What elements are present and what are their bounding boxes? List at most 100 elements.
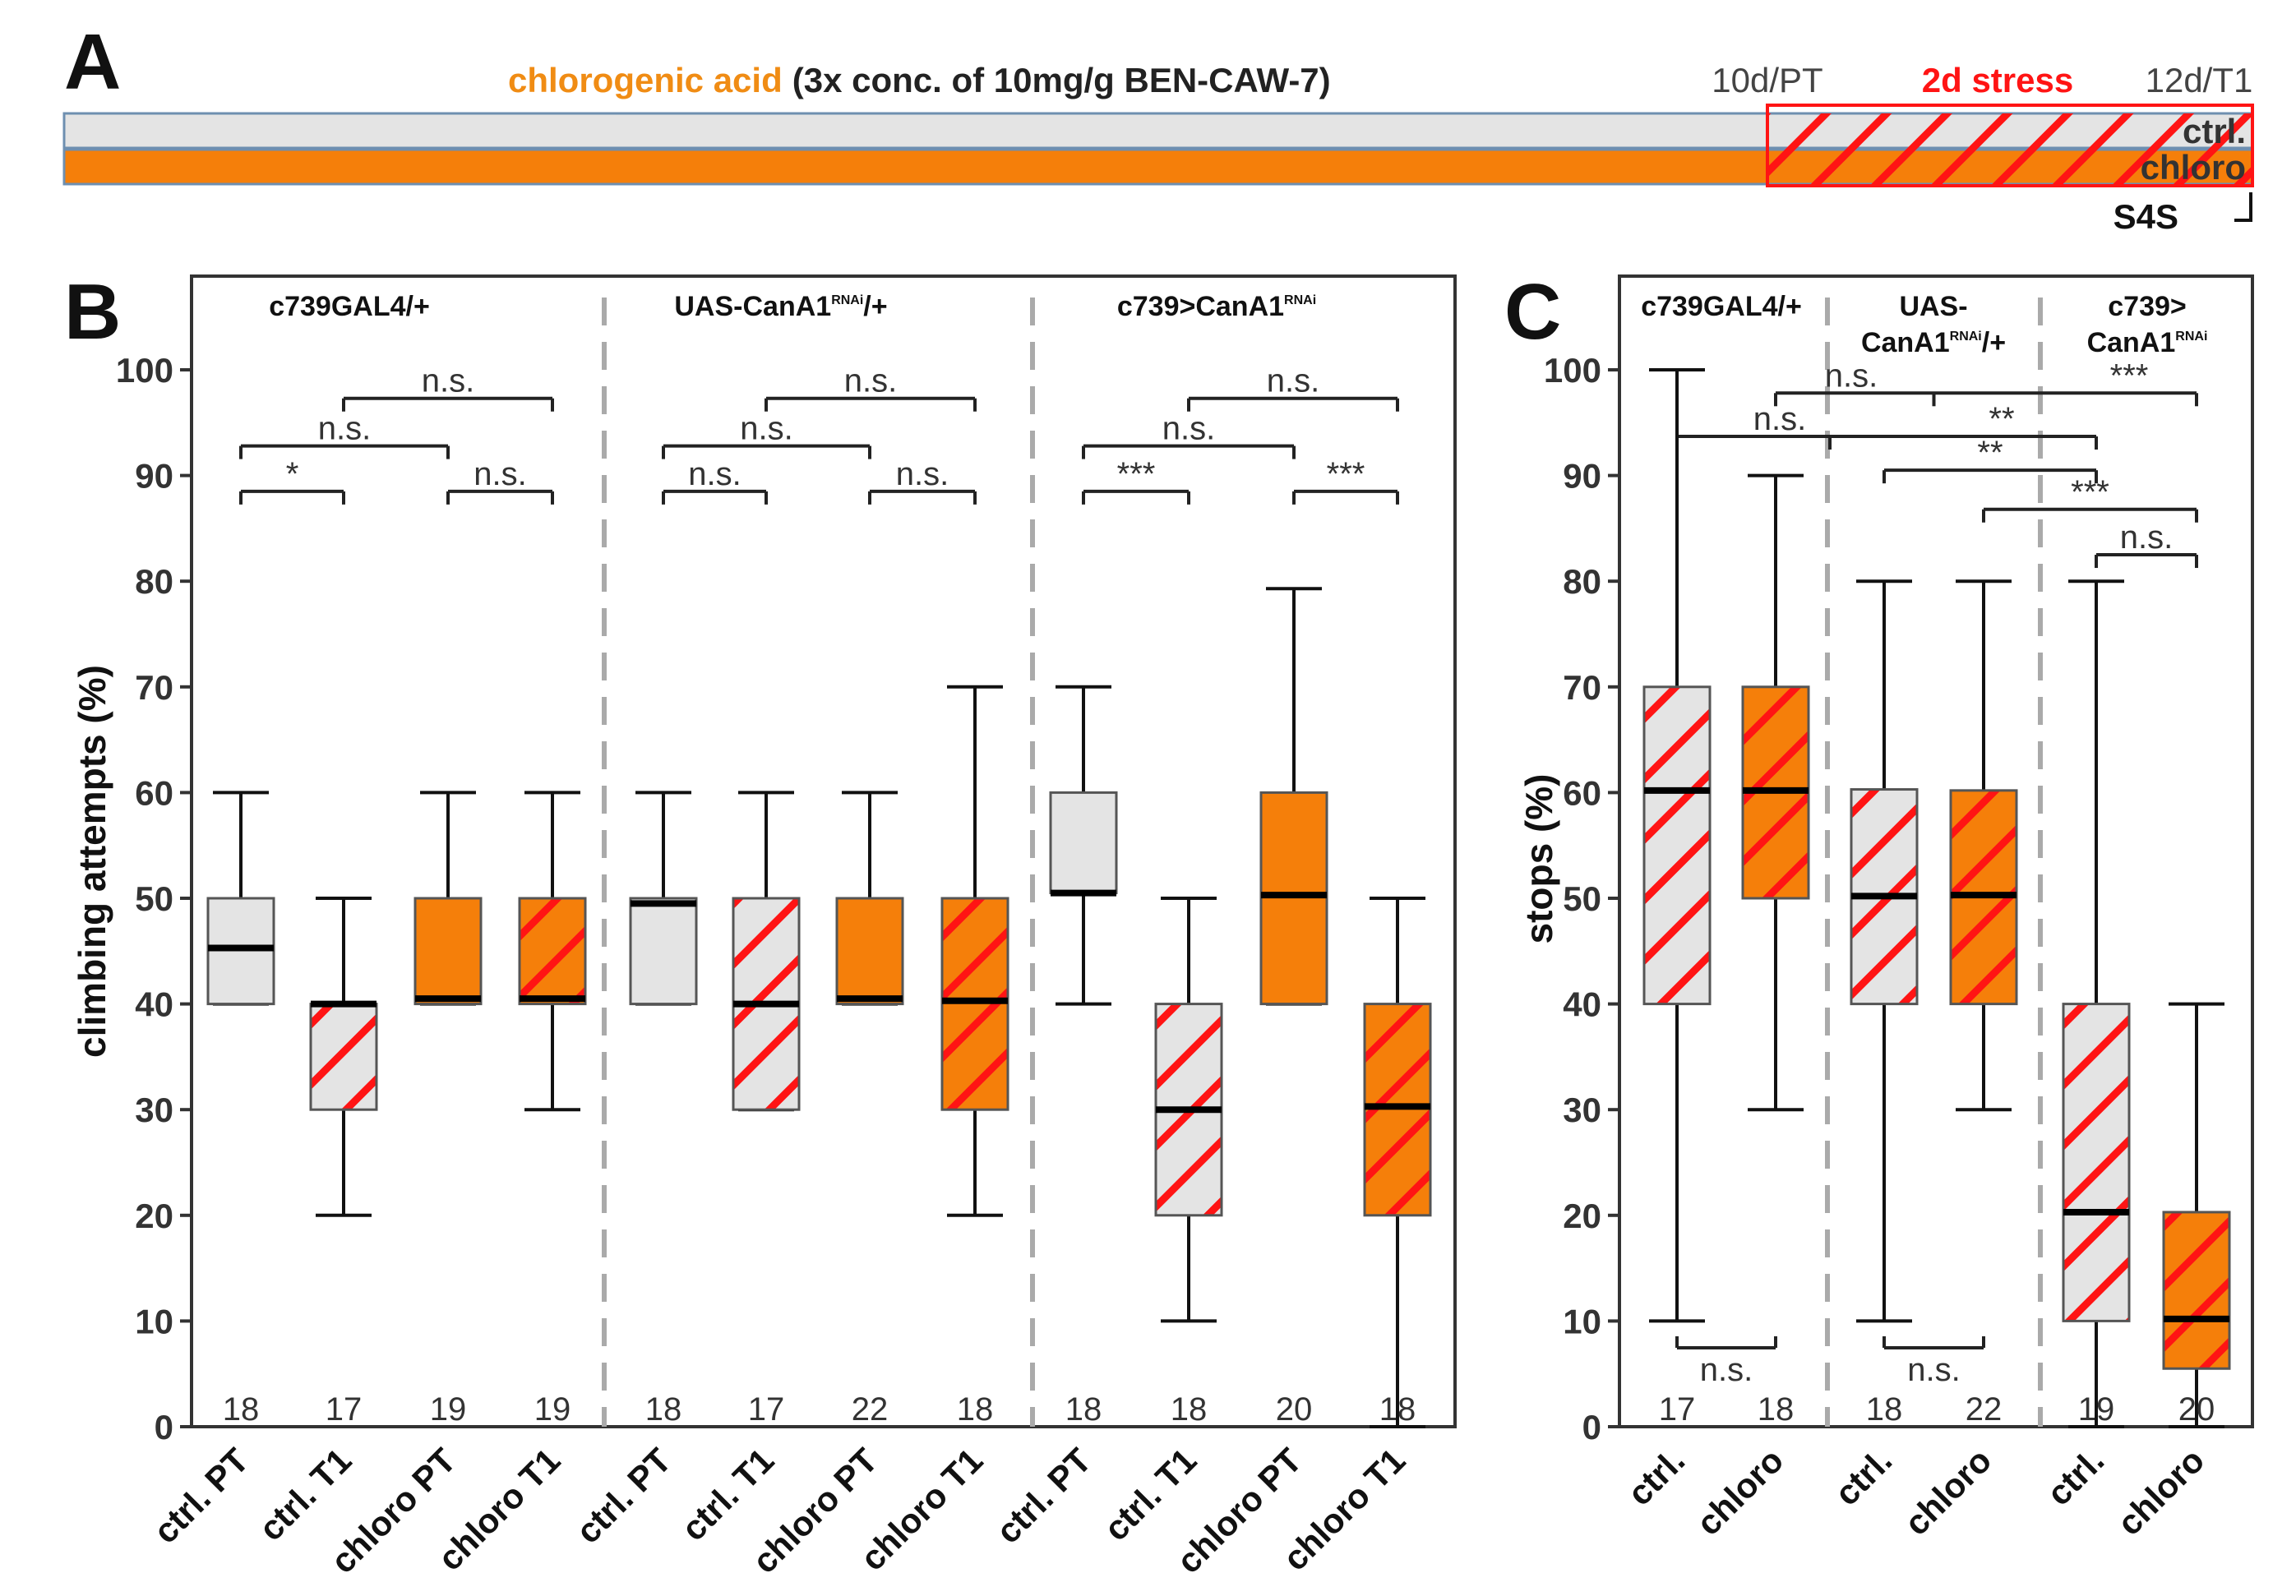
sample-size-label: 17 xyxy=(326,1391,363,1428)
timeline-ctrl-label: ctrl. xyxy=(2183,112,2246,150)
sample-size-label: 18 xyxy=(1866,1391,1903,1428)
box-hatch xyxy=(2063,1003,2129,1322)
sample-size-label: 18 xyxy=(957,1391,994,1428)
panel-c-x-axis: ctrl.chloro ctrl.chloro ctrl.chloro xyxy=(1620,1441,2212,1543)
y-tick-label: 100 xyxy=(1544,351,1601,390)
box-hatch xyxy=(520,898,585,1004)
y-tick-label: 50 xyxy=(1563,879,1601,918)
significance-label: *** xyxy=(2071,474,2109,510)
panel-b-plot-frame xyxy=(190,274,1457,1428)
y-tick-label: 100 xyxy=(116,351,173,390)
significance-label: n.s. xyxy=(422,363,474,399)
y-tick-label: 40 xyxy=(1563,985,1601,1024)
title-chlorogenic: chlorogenic acid xyxy=(508,61,783,99)
significance-label: n.s. xyxy=(688,456,741,492)
panel-b-group-3: c739>CanA1RNAi xyxy=(1117,291,1316,322)
box-hatch xyxy=(311,1003,377,1110)
box-1: 18 xyxy=(206,791,275,1428)
box-hatch xyxy=(1644,686,1710,1004)
sample-size-label: 18 xyxy=(1758,1391,1795,1428)
label-2d-stress: 2d stress xyxy=(1922,61,2073,99)
box-body xyxy=(415,898,481,1004)
sample-size-label: 18 xyxy=(1379,1391,1416,1428)
significance-label: ** xyxy=(1977,435,2003,471)
box-2: 17 xyxy=(309,897,378,1428)
sample-size-label: 18 xyxy=(223,1391,260,1428)
y-tick-label: 70 xyxy=(1563,668,1601,707)
panel-c-group-2-line2: CanA1RNAi/+ xyxy=(1861,327,2006,358)
x-tick-label: ctrl. PT xyxy=(568,1441,678,1551)
y-tick-label: 90 xyxy=(135,457,173,496)
y-tick-label: 80 xyxy=(135,562,173,601)
y-tick-label: 40 xyxy=(135,985,173,1024)
box-3: 18 xyxy=(1850,579,1919,1428)
sample-size-label: 20 xyxy=(2178,1391,2215,1428)
box-outline xyxy=(518,897,587,1006)
box-6: 17 xyxy=(732,791,801,1428)
significance-label: n.s. xyxy=(474,456,526,492)
x-tick-label: ctrl. PT xyxy=(146,1441,256,1551)
significance-label: * xyxy=(286,456,299,492)
significance-label: n.s. xyxy=(1825,357,1878,394)
y-tick-label: 60 xyxy=(1563,773,1601,812)
significance-label: *** xyxy=(2110,357,2149,394)
panel-a-letter: A xyxy=(64,18,121,106)
box-11: 20 xyxy=(1259,587,1328,1428)
y-tick-label: 10 xyxy=(135,1302,173,1340)
panel-c-ylabel: stops (%) xyxy=(1518,774,1560,944)
panel-c-boxes: 17 18 18 22 19 20 xyxy=(1642,368,2231,1428)
panel-a: A chlorogenic acid (3x conc. of 10mg/g BE… xyxy=(62,18,2254,236)
box-6: 20 xyxy=(2162,1002,2231,1428)
x-tick-label: chloro xyxy=(1896,1441,1998,1543)
panel-b: B climbing attempts (%) 0 10 20 30 40 50 60 70 8… xyxy=(64,268,1457,1580)
y-tick-label: 20 xyxy=(135,1197,173,1235)
significance-label: n.s. xyxy=(740,411,792,447)
panel-c-plot-frame xyxy=(1618,274,2254,1428)
y-tick-label: 90 xyxy=(1563,457,1601,496)
timeline-title: chlorogenic acid (3x conc. of 10mg/g BEN-… xyxy=(508,61,1331,99)
significance-label: n.s. xyxy=(1753,401,1806,437)
panel-c-group-2-line1: UAS- xyxy=(1899,291,1967,322)
stress-window-frame xyxy=(1766,104,2254,187)
x-tick-label: ctrl. xyxy=(1620,1441,1693,1513)
label-10d-pt: 10d/PT xyxy=(1712,61,1822,99)
x-tick-label: ctrl. PT xyxy=(988,1441,1098,1551)
box-body xyxy=(631,898,696,1004)
sample-size-label: 17 xyxy=(1659,1391,1696,1428)
panel-c-y-axis: 0 10 20 30 40 50 60 70 80 90 100 xyxy=(1544,351,1619,1446)
panel-c-letter: C xyxy=(1504,268,1561,356)
significance-label: n.s. xyxy=(318,411,371,447)
y-tick-label: 80 xyxy=(1563,562,1601,601)
x-tick-label: ctrl. T1 xyxy=(252,1441,359,1548)
title-conc: (3x conc. of 10mg/g BEN-CAW-7) xyxy=(792,61,1331,99)
x-tick-label: ctrl. xyxy=(2040,1441,2112,1513)
sample-size-label: 19 xyxy=(2078,1391,2115,1428)
y-tick-label: 20 xyxy=(1563,1197,1601,1235)
panel-b-y-axis: 0 10 20 30 40 50 60 70 80 90 100 xyxy=(116,351,192,1446)
box-3: 19 xyxy=(413,791,483,1428)
box-outline xyxy=(629,897,698,1006)
sample-size-label: 19 xyxy=(534,1391,571,1428)
box-outline xyxy=(835,897,904,1006)
x-tick-label: ctrl. T1 xyxy=(1097,1441,1204,1548)
significance-label: n.s. xyxy=(1162,411,1215,447)
significance-label: ** xyxy=(1989,401,2014,437)
panel-b-ylabel: climbing attempts (%) xyxy=(71,665,113,1058)
box-4: 19 xyxy=(518,791,587,1428)
panel-b-boxes: 18 17 19 19 18 17 22 18 18 18 20 18 xyxy=(206,587,1432,1428)
label-s4s: S4S xyxy=(2114,197,2178,236)
y-tick-label: 30 xyxy=(135,1091,173,1129)
significance-label: n.s. xyxy=(896,456,949,492)
y-tick-label: 50 xyxy=(135,879,173,918)
significance-label: *** xyxy=(1327,456,1365,492)
x-tick-label: chloro xyxy=(1689,1441,1790,1543)
sample-size-label: 19 xyxy=(430,1391,467,1428)
box-outline xyxy=(2062,1003,2131,1322)
significance-label: n.s. xyxy=(1267,363,1319,399)
sample-size-label: 17 xyxy=(748,1391,785,1428)
box-body xyxy=(837,898,903,1004)
panel-b-group-2: UAS-CanA1RNAi/+ xyxy=(674,291,887,322)
panel-c-group-3-line1: c739> xyxy=(2108,291,2187,322)
